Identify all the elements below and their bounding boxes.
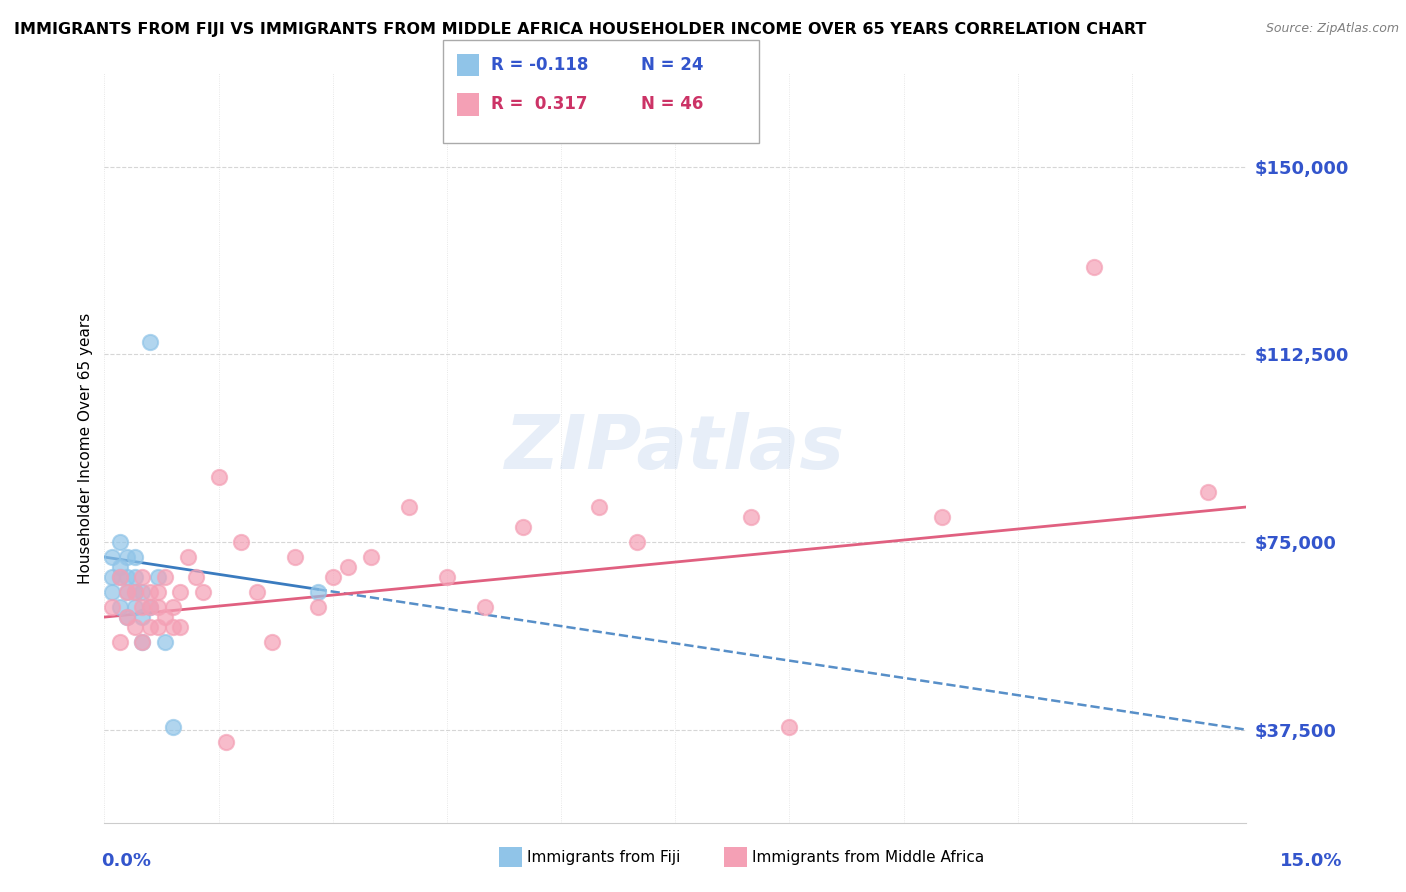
Point bbox=[101, 600, 124, 615]
Text: ZIPatlas: ZIPatlas bbox=[505, 412, 845, 484]
Text: 15.0%: 15.0% bbox=[1281, 852, 1343, 870]
Point bbox=[131, 570, 153, 584]
Point bbox=[124, 549, 146, 564]
Point bbox=[108, 570, 131, 584]
Y-axis label: Householder Income Over 65 years: Householder Income Over 65 years bbox=[79, 312, 93, 584]
Point bbox=[139, 334, 162, 349]
Point bbox=[169, 620, 191, 634]
Point bbox=[131, 600, 153, 615]
Point bbox=[284, 549, 307, 564]
Point bbox=[101, 570, 124, 584]
Point bbox=[162, 620, 184, 634]
Text: IMMIGRANTS FROM FIJI VS IMMIGRANTS FROM MIDDLE AFRICA HOUSEHOLDER INCOME OVER 65: IMMIGRANTS FROM FIJI VS IMMIGRANTS FROM … bbox=[14, 22, 1146, 37]
Point bbox=[1083, 260, 1105, 274]
Point bbox=[146, 585, 169, 599]
Point bbox=[146, 570, 169, 584]
Text: Immigrants from Fiji: Immigrants from Fiji bbox=[527, 850, 681, 864]
Point bbox=[246, 585, 269, 599]
Point bbox=[207, 470, 229, 484]
Point bbox=[1197, 485, 1219, 500]
Point bbox=[139, 620, 162, 634]
Point bbox=[139, 600, 162, 615]
Point bbox=[778, 720, 800, 734]
Point bbox=[307, 585, 329, 599]
Text: Source: ZipAtlas.com: Source: ZipAtlas.com bbox=[1265, 22, 1399, 36]
Point bbox=[131, 635, 153, 649]
Point bbox=[193, 585, 215, 599]
Point bbox=[155, 635, 177, 649]
Point bbox=[115, 610, 138, 624]
Point bbox=[231, 535, 253, 549]
Point bbox=[139, 600, 162, 615]
Point bbox=[155, 570, 177, 584]
Point bbox=[124, 600, 146, 615]
Point bbox=[260, 635, 283, 649]
Point bbox=[115, 585, 138, 599]
Point bbox=[626, 535, 648, 549]
Point bbox=[108, 600, 131, 615]
Point bbox=[307, 600, 329, 615]
Text: N = 24: N = 24 bbox=[641, 56, 703, 74]
Point bbox=[931, 510, 953, 524]
Point bbox=[131, 585, 153, 599]
Point bbox=[108, 570, 131, 584]
Point bbox=[115, 549, 138, 564]
Text: R = -0.118: R = -0.118 bbox=[491, 56, 588, 74]
Point bbox=[108, 635, 131, 649]
Point bbox=[131, 610, 153, 624]
Point bbox=[108, 535, 131, 549]
Point bbox=[146, 600, 169, 615]
Point bbox=[124, 585, 146, 599]
Text: Immigrants from Middle Africa: Immigrants from Middle Africa bbox=[752, 850, 984, 864]
Point bbox=[155, 610, 177, 624]
Point bbox=[124, 585, 146, 599]
Point bbox=[139, 585, 162, 599]
Point bbox=[184, 570, 207, 584]
Point bbox=[124, 620, 146, 634]
Point bbox=[512, 520, 534, 534]
Point bbox=[436, 570, 458, 584]
Point bbox=[336, 560, 359, 574]
Point bbox=[162, 600, 184, 615]
Point bbox=[215, 735, 238, 749]
Point bbox=[115, 570, 138, 584]
Point bbox=[398, 500, 420, 514]
Point bbox=[101, 549, 124, 564]
Text: N = 46: N = 46 bbox=[641, 95, 703, 113]
Point bbox=[115, 585, 138, 599]
Point bbox=[101, 585, 124, 599]
Point bbox=[169, 585, 191, 599]
Point bbox=[474, 600, 496, 615]
Text: R =  0.317: R = 0.317 bbox=[491, 95, 588, 113]
Point bbox=[177, 549, 200, 564]
Point bbox=[162, 720, 184, 734]
Point bbox=[146, 620, 169, 634]
Point bbox=[131, 635, 153, 649]
Point bbox=[124, 570, 146, 584]
Text: 0.0%: 0.0% bbox=[101, 852, 152, 870]
Point bbox=[740, 510, 762, 524]
Point bbox=[115, 610, 138, 624]
Point bbox=[108, 560, 131, 574]
Point bbox=[360, 549, 382, 564]
Point bbox=[322, 570, 344, 584]
Point bbox=[588, 500, 610, 514]
